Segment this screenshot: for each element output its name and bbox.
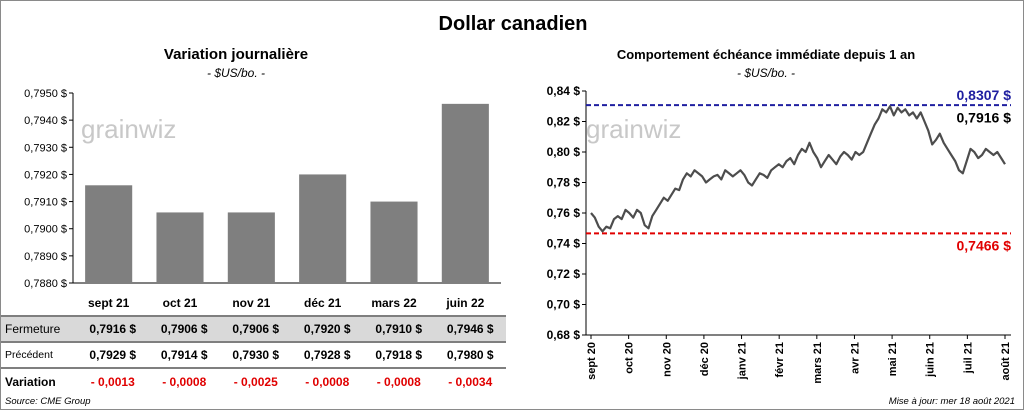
right-chart-unit: - $US/bo. - [736, 66, 796, 80]
previous-value: 0,7980 $ [446, 348, 494, 362]
x-tick-label: déc 20 [699, 342, 711, 376]
close-value: 0,7910 $ [363, 315, 435, 343]
bar [227, 212, 275, 283]
y-tick-label: 0,72 $ [547, 267, 581, 281]
previous-value: 0,7914 $ [160, 348, 208, 362]
y-tick-label: 0,7910 $ [24, 197, 67, 209]
bar [370, 201, 418, 283]
close-value: 0,7946 $ [434, 315, 506, 343]
y-tick-label: 0,82 $ [547, 115, 581, 129]
y-tick-label: 0,76 $ [547, 206, 581, 220]
variation-value: - 0,0008 [291, 367, 363, 394]
line-chart: grainwiz 0,68 $ 0,70 $ 0,72 $ 0,74 $ 0,76 $ 0,… [547, 84, 1012, 383]
source-note: Source: CME Group [5, 396, 91, 407]
y-tick-label: 0,84 $ [547, 84, 581, 98]
previous-value: 0,7918 $ [375, 348, 423, 362]
bar-chart: grainwiz 0,7880 $ 0,7890 $ 0,7900 $ 0,7910 $… [24, 88, 501, 310]
table-row-previous: Précédent 0,7929 $ 0,7914 $ 0,7930 $ 0,7… [1, 342, 506, 368]
bar [156, 212, 204, 283]
variation-value: - 0,0025 [220, 367, 292, 394]
previous-value: 0,7930 $ [232, 348, 280, 362]
page-title: Dollar canadien [438, 13, 588, 35]
y-tick-label: 0,7890 $ [24, 251, 67, 263]
variation-value: - 0,0013 [77, 367, 149, 394]
close-value: 0,7906 $ [148, 315, 220, 343]
y-tick-label: 0,7900 $ [24, 224, 67, 236]
y-tick-label: 0,78 $ [547, 176, 581, 190]
watermark-logo: grainwiz [81, 114, 176, 144]
x-tick-label: avr 21 [849, 342, 861, 374]
x-tick-label: août 21 [1000, 342, 1012, 381]
x-tick-label: sept 21 [88, 296, 130, 310]
y-tick-label: 0,70 $ [547, 298, 581, 312]
y-tick-label: 0,74 $ [547, 237, 581, 251]
variation-value: - 0,0034 [434, 367, 506, 394]
low-value-label: 0,7466 $ [957, 237, 1012, 253]
x-tick-label: juil 21 [962, 342, 974, 374]
x-tick-label: nov 20 [661, 342, 673, 377]
y-tick-label: 0,7940 $ [24, 115, 67, 127]
bar [299, 174, 347, 283]
bar [85, 185, 133, 283]
close-value: 0,7920 $ [291, 315, 363, 343]
left-chart-unit: - $US/bo. - [206, 66, 266, 80]
table-row-close: Fermeture 0,7916 $ 0,7906 $ 0,7906 $ 0,7… [1, 315, 506, 343]
series-line [590, 105, 1006, 233]
stats-table: Fermeture 0,7916 $ 0,7906 $ 0,7906 $ 0,7… [1, 315, 506, 394]
right-chart-title: Comportement échéance immédiate depuis 1… [616, 47, 916, 62]
previous-value: 0,7929 $ [89, 348, 137, 362]
update-note: Mise à jour: mer 18 août 2021 [888, 396, 1015, 407]
previous-value: 0,7928 $ [303, 348, 351, 362]
x-tick-label: nov 21 [232, 296, 270, 310]
y-tick-label: 0,68 $ [547, 328, 581, 342]
x-tick-label: juin 22 [445, 296, 484, 310]
y-tick-label: 0,7950 $ [24, 88, 67, 100]
x-tick-label: mars 21 [812, 342, 824, 383]
bar [441, 103, 489, 283]
y-tick-label: 0,7920 $ [24, 169, 67, 181]
x-tick-label: oct 20 [624, 342, 636, 374]
table-row-variation: Variation - 0,0013 - 0,0008 - 0,0025 - 0… [1, 367, 506, 394]
x-tick-label: déc 21 [304, 296, 342, 310]
row-label: Précédent [5, 349, 53, 361]
watermark-logo: grainwiz [586, 114, 681, 144]
last-value-label: 0,7916 $ [957, 109, 1012, 125]
variation-value: - 0,0008 [363, 367, 435, 394]
left-chart-title: Variation journalière [163, 46, 309, 63]
y-tick-label: 0,7930 $ [24, 142, 67, 154]
high-value-label: 0,8307 $ [957, 87, 1012, 103]
variation-value: - 0,0008 [148, 367, 220, 394]
row-label: Variation [1, 367, 77, 394]
x-tick-label: juin 21 [925, 342, 937, 378]
x-tick-label: mars 22 [371, 296, 417, 310]
x-tick-label: sept 20 [586, 342, 598, 380]
close-value: 0,7906 $ [220, 315, 292, 343]
x-tick-label: mai 21 [887, 342, 899, 376]
y-tick-label: 0,7880 $ [24, 278, 67, 290]
x-tick-label: févr 21 [774, 342, 786, 377]
y-tick-label: 0,80 $ [547, 145, 581, 159]
x-tick-label: oct 21 [163, 296, 198, 310]
x-tick-label: janv 21 [737, 342, 749, 380]
close-value: 0,7916 $ [77, 315, 149, 343]
row-label: Fermeture [1, 315, 77, 343]
